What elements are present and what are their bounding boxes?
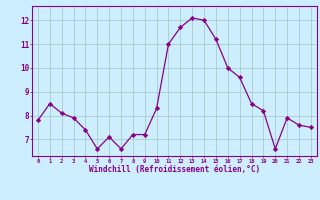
X-axis label: Windchill (Refroidissement éolien,°C): Windchill (Refroidissement éolien,°C) [89, 165, 260, 174]
